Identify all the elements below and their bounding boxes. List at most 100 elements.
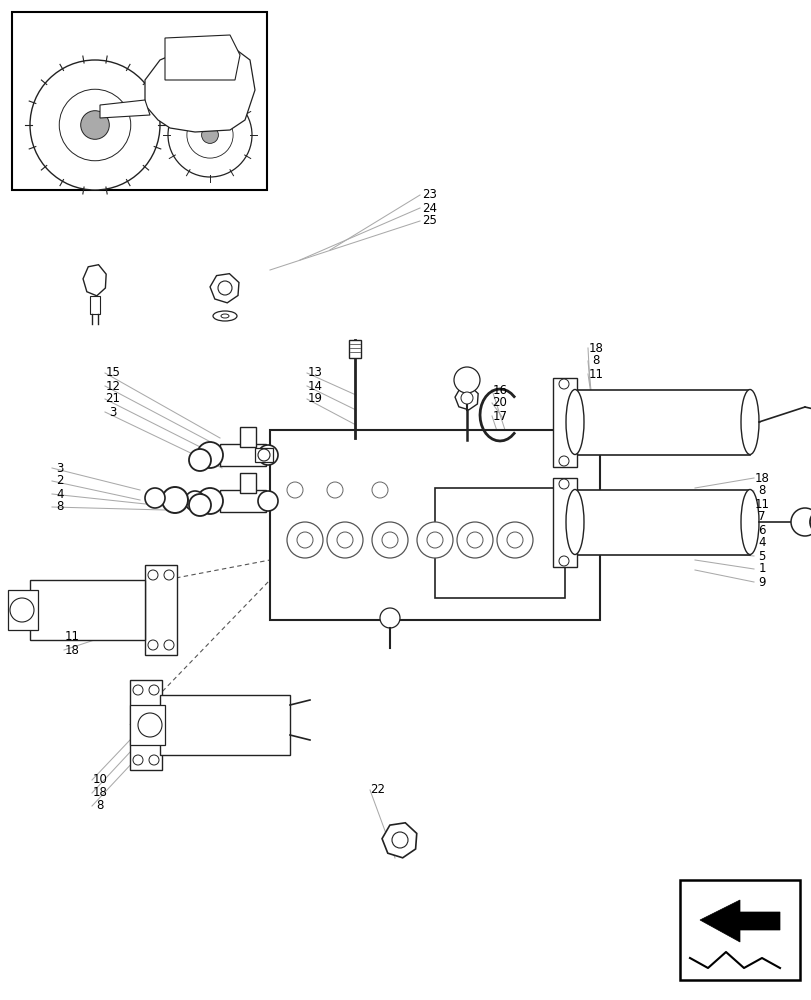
Text: 8: 8 [56, 500, 63, 514]
Circle shape [461, 392, 473, 404]
Circle shape [148, 685, 159, 695]
Ellipse shape [221, 314, 229, 318]
Circle shape [506, 532, 522, 548]
Circle shape [138, 713, 162, 737]
Bar [435, 488, 564, 598]
Bar [160, 695, 290, 755]
Circle shape [496, 522, 532, 558]
Text: 5: 5 [757, 550, 765, 562]
Circle shape [133, 755, 143, 765]
Circle shape [164, 570, 174, 580]
Polygon shape [454, 387, 478, 410]
Circle shape [457, 522, 492, 558]
Circle shape [168, 93, 251, 177]
Ellipse shape [740, 489, 758, 554]
Bar [220, 490, 266, 512]
Circle shape [392, 832, 407, 848]
Polygon shape [130, 680, 162, 770]
Polygon shape [145, 45, 255, 132]
Text: 18: 18 [92, 786, 107, 799]
Circle shape [558, 556, 569, 566]
Circle shape [80, 111, 109, 139]
Text: 11: 11 [64, 631, 79, 644]
Circle shape [187, 112, 233, 158]
Circle shape [258, 445, 277, 465]
Polygon shape [100, 100, 150, 118]
Circle shape [327, 482, 342, 498]
Text: 7: 7 [757, 510, 765, 524]
Bar [130, 705, 165, 745]
Circle shape [201, 127, 218, 143]
Circle shape [453, 367, 479, 393]
Text: 22: 22 [370, 783, 385, 796]
Circle shape [258, 449, 270, 461]
Circle shape [189, 494, 211, 516]
Circle shape [371, 522, 407, 558]
Circle shape [809, 510, 811, 534]
Polygon shape [552, 478, 577, 567]
Bar [220, 444, 266, 466]
Circle shape [258, 491, 277, 511]
Bar [255, 448, 272, 462]
Text: 2: 2 [56, 475, 64, 488]
Text: 23: 23 [422, 188, 437, 202]
Circle shape [297, 532, 312, 548]
Circle shape [286, 522, 323, 558]
Bar [679, 880, 799, 980]
Bar [90, 296, 100, 314]
Circle shape [337, 532, 353, 548]
Text: 15: 15 [105, 366, 120, 379]
Circle shape [197, 442, 223, 468]
Circle shape [164, 640, 174, 650]
Text: 17: 17 [492, 410, 507, 422]
Circle shape [558, 456, 569, 466]
Bar [349, 340, 361, 358]
Circle shape [217, 281, 232, 295]
Text: 18: 18 [753, 472, 769, 485]
Text: 10: 10 [92, 773, 107, 786]
Circle shape [148, 755, 159, 765]
Polygon shape [552, 378, 577, 467]
Polygon shape [83, 265, 106, 296]
Text: 11: 11 [753, 497, 769, 510]
Circle shape [145, 488, 165, 508]
Text: 1: 1 [757, 562, 765, 576]
Text: 18: 18 [588, 342, 603, 355]
Circle shape [30, 60, 160, 190]
Text: 11: 11 [588, 367, 603, 380]
Text: 8: 8 [757, 485, 765, 497]
Circle shape [185, 491, 204, 511]
Text: 9: 9 [757, 576, 765, 588]
Text: 12: 12 [105, 379, 120, 392]
Polygon shape [699, 900, 779, 942]
Circle shape [427, 532, 443, 548]
Bar [8, 590, 38, 630]
Polygon shape [210, 274, 238, 303]
Ellipse shape [212, 311, 237, 321]
Circle shape [189, 449, 211, 471]
Text: 14: 14 [307, 379, 322, 392]
Circle shape [790, 508, 811, 536]
Circle shape [558, 479, 569, 489]
Circle shape [10, 598, 34, 622]
Bar [12, 12, 267, 190]
Polygon shape [145, 565, 177, 655]
Text: 25: 25 [422, 215, 437, 228]
Text: 19: 19 [307, 392, 322, 406]
Text: 3: 3 [109, 406, 117, 418]
Circle shape [327, 522, 363, 558]
Text: 21: 21 [105, 392, 120, 406]
Text: 13: 13 [307, 366, 322, 379]
Circle shape [286, 482, 303, 498]
Circle shape [371, 482, 388, 498]
Circle shape [381, 532, 397, 548]
Circle shape [148, 640, 158, 650]
Bar [240, 427, 255, 447]
Circle shape [148, 570, 158, 580]
Bar [574, 390, 749, 455]
Ellipse shape [565, 389, 583, 454]
Circle shape [133, 685, 143, 695]
Bar [574, 490, 749, 555]
Bar [270, 430, 599, 620]
Circle shape [466, 532, 483, 548]
